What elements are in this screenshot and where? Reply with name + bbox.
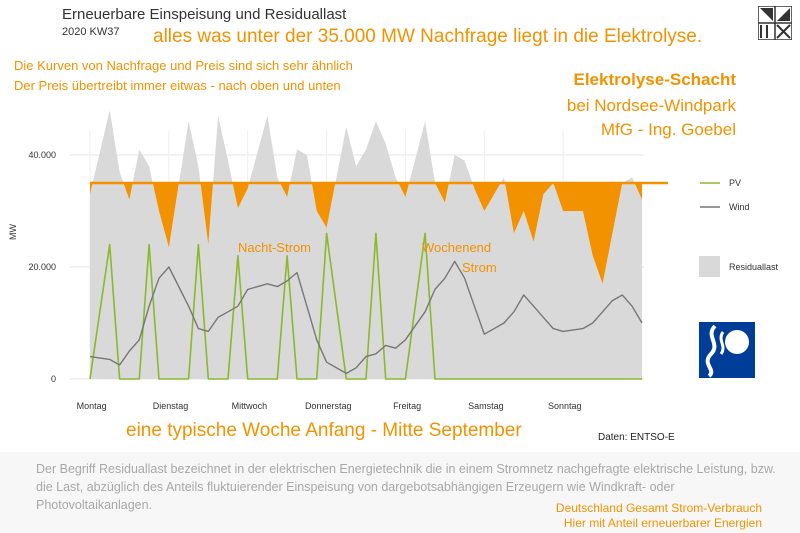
surplus-areas bbox=[90, 183, 642, 284]
data-source: Daten: ENTSO-E bbox=[598, 432, 675, 443]
y-tick-label: 40.000 bbox=[28, 150, 56, 160]
chart-title: Erneuerbare Einspeisung und Residuallast bbox=[62, 6, 347, 23]
footer-panel: Der Begriff Residuallast bezeichnet in d… bbox=[0, 452, 800, 533]
wave-emblem-icon bbox=[699, 322, 755, 378]
surplus-segment bbox=[152, 183, 179, 248]
surplus-segment bbox=[280, 183, 290, 197]
wind-line bbox=[89, 260, 643, 375]
surplus-segment bbox=[90, 183, 93, 195]
x-axis-ticks: Montag Dienstag Mittwoch Donnerstag Freitag S… bbox=[77, 401, 582, 411]
y-tick-label: 20.000 bbox=[28, 262, 56, 272]
footer-right-2: Hier mit Anteil erneuerbarer Energien bbox=[563, 516, 762, 530]
series-lines bbox=[89, 181, 668, 380]
x-tick-label: Donnerstag bbox=[305, 401, 352, 411]
x-tick-label: Dienstag bbox=[153, 401, 189, 411]
right-title-2: bei Nordsee-Windpark bbox=[566, 96, 736, 115]
residual-area bbox=[90, 110, 642, 379]
bottom-caption: eine typische Woche Anfang - Mitte Septe… bbox=[126, 420, 522, 441]
residual-area-shape bbox=[90, 110, 642, 379]
y-tick-label: 0 bbox=[51, 374, 56, 384]
surplus-segment bbox=[435, 183, 449, 203]
surplus-segment bbox=[311, 183, 336, 228]
x-tick-label: Freitag bbox=[393, 401, 421, 411]
surplus-segment bbox=[634, 183, 642, 200]
pv-line bbox=[89, 232, 642, 380]
surplus-segment bbox=[398, 183, 410, 197]
surplus-segment bbox=[232, 183, 250, 209]
surplus-segment bbox=[123, 183, 133, 200]
legend-label: PV bbox=[729, 178, 741, 188]
right-title-3: MfG - Ing. Goebel bbox=[600, 120, 736, 139]
grid-logo-icon bbox=[758, 6, 792, 40]
x-tick-label: Montag bbox=[77, 401, 107, 411]
surplus-segment bbox=[505, 183, 554, 242]
residual-load-chart: 0 20.000 40.000 Montag Dienstag Mittwoch Donn… bbox=[8, 110, 779, 411]
legend-swatch bbox=[699, 256, 720, 277]
right-title-1: Elektrolyse-Schacht bbox=[573, 70, 736, 89]
y-axis-ticks: 0 20.000 40.000 bbox=[28, 150, 56, 384]
x-tick-label: Sonntag bbox=[548, 401, 582, 411]
x-tick-label: Mittwoch bbox=[232, 401, 268, 411]
legend-label: Residuallast bbox=[729, 262, 779, 272]
y-axis-label: MW bbox=[8, 224, 18, 240]
note-line-1: Die Kurven von Nachfrage und Preis sind … bbox=[14, 58, 353, 73]
x-tick-label: Samstag bbox=[468, 401, 504, 411]
chart-legend: PV Wind Residuallast bbox=[699, 178, 779, 277]
annotation-night: Nacht-Strom bbox=[238, 240, 311, 255]
chart-subtitle: 2020 KW37 bbox=[62, 26, 120, 38]
surplus-segment bbox=[200, 183, 213, 245]
note-line-2: Der Preis übertreibt immer eitwas - nach… bbox=[14, 78, 341, 93]
footer-description: Der Begriff Residuallast bezeichnet in d… bbox=[36, 462, 776, 512]
surplus-segment bbox=[553, 183, 623, 284]
legend-label: Wind bbox=[729, 202, 750, 212]
annotation-weekend: Wochenend bbox=[422, 240, 491, 255]
surplus-segment bbox=[472, 183, 501, 211]
headline-text: alles was unter der 35.000 MW Nachfrage … bbox=[153, 26, 703, 47]
annotation-weekend-2: Strom bbox=[462, 260, 497, 275]
footer-right-1: Deutschland Gesamt Strom-Verbrauch bbox=[555, 501, 762, 515]
